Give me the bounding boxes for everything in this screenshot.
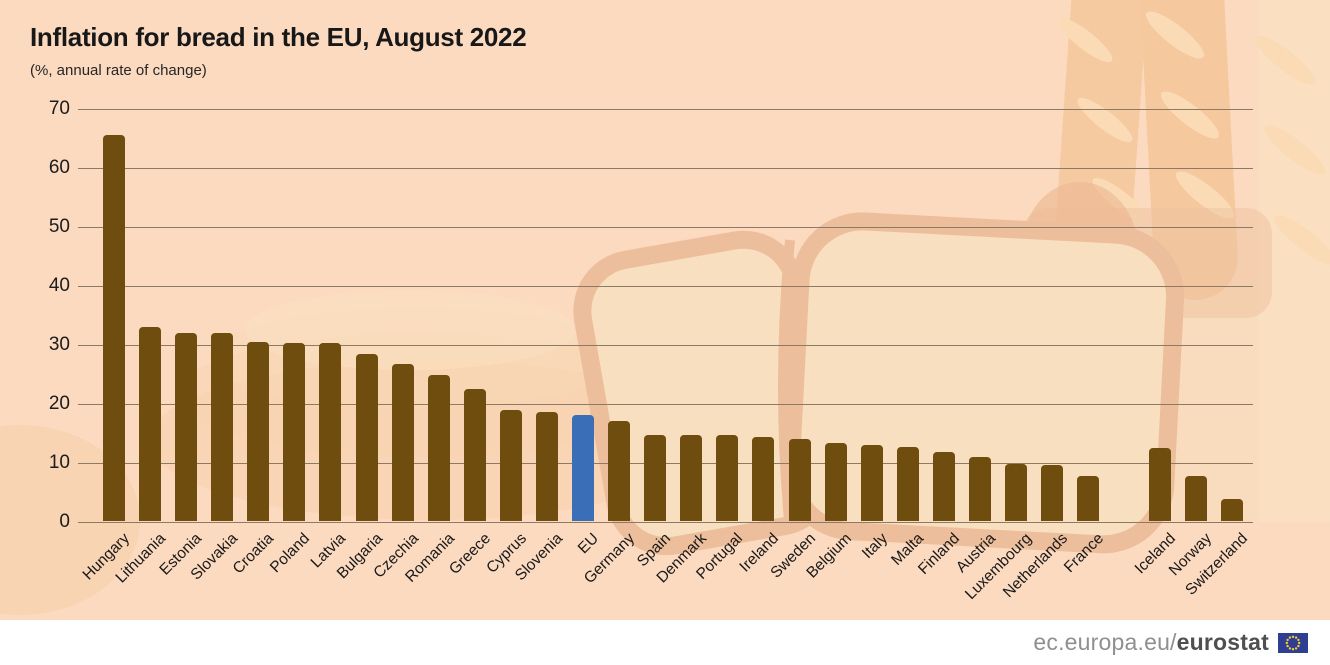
bar-italy <box>860 444 883 522</box>
ytick-30: 30 <box>48 333 70 355</box>
footer-url-prefix: ec.europa.eu/ <box>1033 629 1177 655</box>
bar-latvia <box>319 343 342 522</box>
bar-finland <box>932 451 955 522</box>
gridline-70 <box>78 108 1253 110</box>
bar-switzerland <box>1221 499 1244 522</box>
bar-lithuania <box>139 326 162 522</box>
bar-spain <box>644 434 667 522</box>
bar-estonia <box>175 332 198 522</box>
bar-belgium <box>824 443 847 522</box>
bar-netherlands <box>1041 465 1064 522</box>
ytick-10: 10 <box>48 451 70 473</box>
bar-sweden <box>788 438 811 522</box>
ytick-60: 60 <box>48 156 70 178</box>
gridline-60 <box>78 167 1253 169</box>
ytick-20: 20 <box>48 392 70 414</box>
bar-romania <box>427 374 450 522</box>
page-title: Inflation for bread in the EU, August 20… <box>30 22 527 52</box>
ytick-40: 40 <box>48 274 70 296</box>
baguettes-icon <box>1053 0 1330 300</box>
gridline-20 <box>78 403 1253 405</box>
ytick-50: 50 <box>48 215 70 237</box>
ytick-0: 0 <box>59 510 70 532</box>
bar-austria <box>968 456 991 522</box>
bar-iceland <box>1149 448 1172 522</box>
baguette-strip-right <box>1258 0 1330 522</box>
bar-denmark <box>680 434 703 522</box>
footer-url-eurostat: eurostat <box>1176 629 1269 655</box>
bar-luxembourg <box>1005 464 1027 522</box>
chart-subtitle: (%, annual rate of change) <box>30 62 207 79</box>
gridline-50 <box>78 226 1253 228</box>
bar-cyprus <box>499 409 522 522</box>
bar-hungary <box>103 135 125 522</box>
chart-header: Inflation for bread in the EU, August 20… <box>30 22 527 79</box>
gridline-30 <box>78 344 1253 346</box>
footer-bar: ec.europa.eu/eurostat <box>0 620 1330 665</box>
bar-portugal <box>716 434 739 522</box>
bar-slovenia <box>535 412 558 522</box>
bar-poland <box>283 343 306 522</box>
bar-france <box>1077 476 1100 522</box>
bar-germany <box>608 420 631 522</box>
gridline-40 <box>78 285 1253 287</box>
ytick-70: 70 <box>48 97 70 119</box>
bar-greece <box>463 389 486 522</box>
bar-croatia <box>247 341 270 522</box>
bar-slovakia <box>211 332 234 522</box>
bar-czechia <box>391 363 414 522</box>
bar-bulgaria <box>355 353 378 522</box>
bar-eu <box>572 415 595 522</box>
eu-flag-icon <box>1278 632 1308 653</box>
bar-ireland <box>752 436 775 522</box>
bar-norway <box>1185 476 1208 522</box>
footer-url: ec.europa.eu/eurostat <box>1033 629 1269 656</box>
bar-malta <box>896 447 919 522</box>
gridline-0 <box>78 521 1253 523</box>
